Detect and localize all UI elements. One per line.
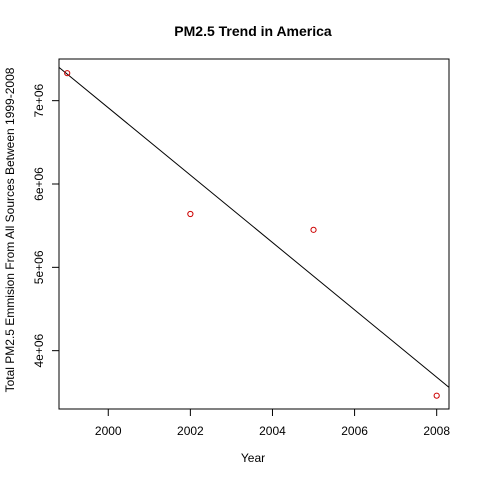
x-tick-label: 2002 <box>177 424 204 438</box>
y-axis-label: Total PM2.5 Emmision From All Sources Be… <box>3 67 17 392</box>
data-point <box>187 210 194 218</box>
y-tick-label: 7e+06 <box>32 83 46 117</box>
data-point <box>433 392 440 399</box>
x-axis: 2000 2002 2004 2006 2008 <box>95 409 450 438</box>
trend-line-group <box>58 66 450 388</box>
y-tick-label: 5e+06 <box>32 250 46 284</box>
plot-frame <box>58 58 450 410</box>
y-axis: 4e+06 5e+06 6e+06 7e+06 <box>32 83 59 368</box>
data-point <box>310 226 317 233</box>
x-tick-label: 2006 <box>341 424 368 438</box>
y-tick-label: 6e+06 <box>32 167 46 201</box>
data-point <box>64 70 71 77</box>
x-tick-label: 2004 <box>259 424 286 438</box>
chart-title: PM2.5 Trend in America <box>174 23 332 39</box>
x-tick-label: 2008 <box>423 424 450 438</box>
data-points <box>64 70 440 399</box>
trend-line <box>58 66 450 388</box>
x-axis-label: Year <box>241 451 265 465</box>
x-tick-label: 2000 <box>95 424 122 438</box>
y-tick-label: 4e+06 <box>32 333 46 367</box>
